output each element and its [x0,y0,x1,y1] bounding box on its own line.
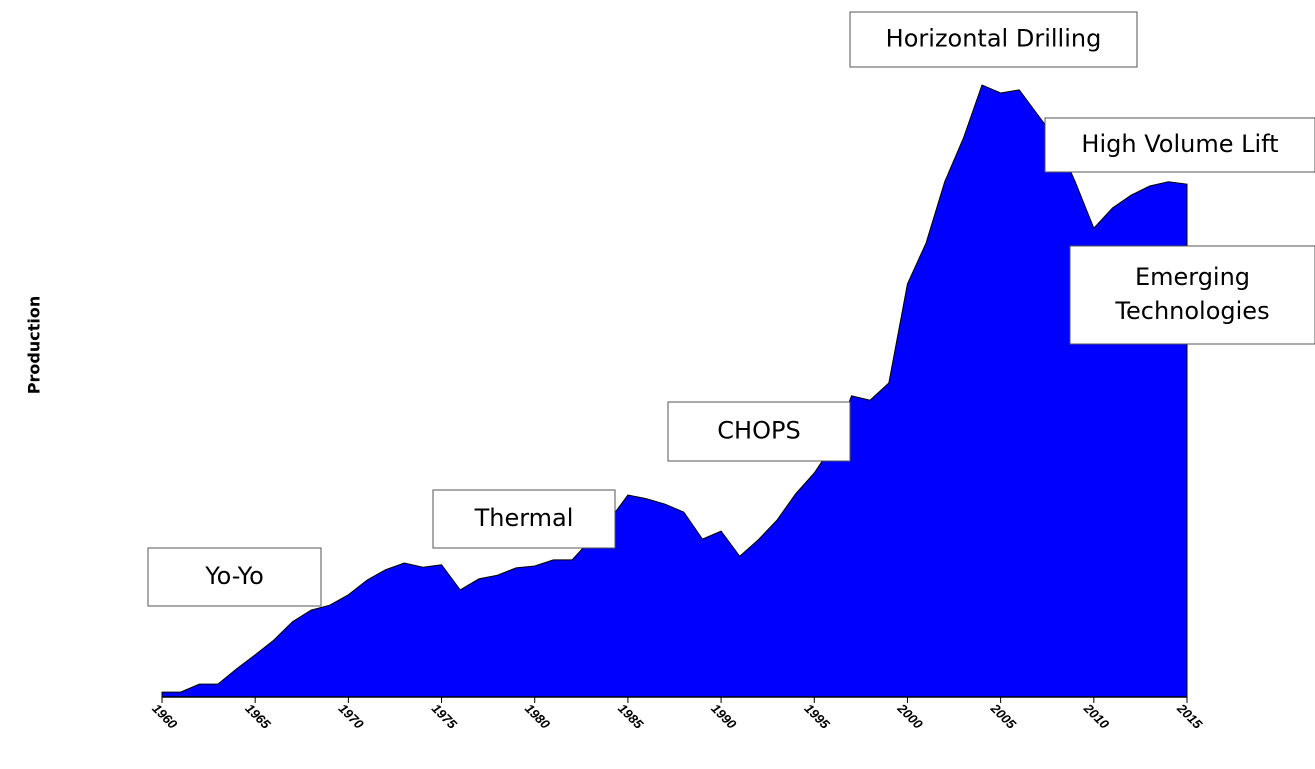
annotation-box [1044,117,1315,173]
annotation-text: CHOPS [717,417,800,445]
annotation-box [147,547,322,607]
annotation-text: Yo-Yo [204,562,264,590]
annotation-box [1069,245,1315,345]
x-tick-label: 2015 [1174,700,1206,732]
x-tick-label: 1970 [336,701,368,733]
x-tick-label: 1965 [242,701,274,733]
x-tick-label: 2000 [894,700,926,732]
x-tick-label: 1975 [429,701,461,733]
annotation-box [849,11,1138,68]
annotation-text: High Volume Lift [1081,130,1278,158]
annotation-text: Emerging [1135,263,1250,291]
annotation-text: Technologies [1114,297,1269,325]
x-tick-label: 1995 [801,701,833,733]
x-tick-label: 1985 [615,701,647,733]
x-tick-label: 1960 [149,701,181,733]
x-tick-label: 2010 [1080,700,1112,732]
x-tick-label: 1980 [522,701,554,733]
annotation-box [432,489,616,549]
annotation-box [667,401,851,462]
x-tick-label: 2005 [987,700,1019,732]
annotation-text: Thermal [474,504,574,532]
annotation-text: Horizontal Drilling [886,25,1102,53]
y-axis-label: Production [25,296,44,394]
x-tick-label: 1990 [708,701,740,733]
